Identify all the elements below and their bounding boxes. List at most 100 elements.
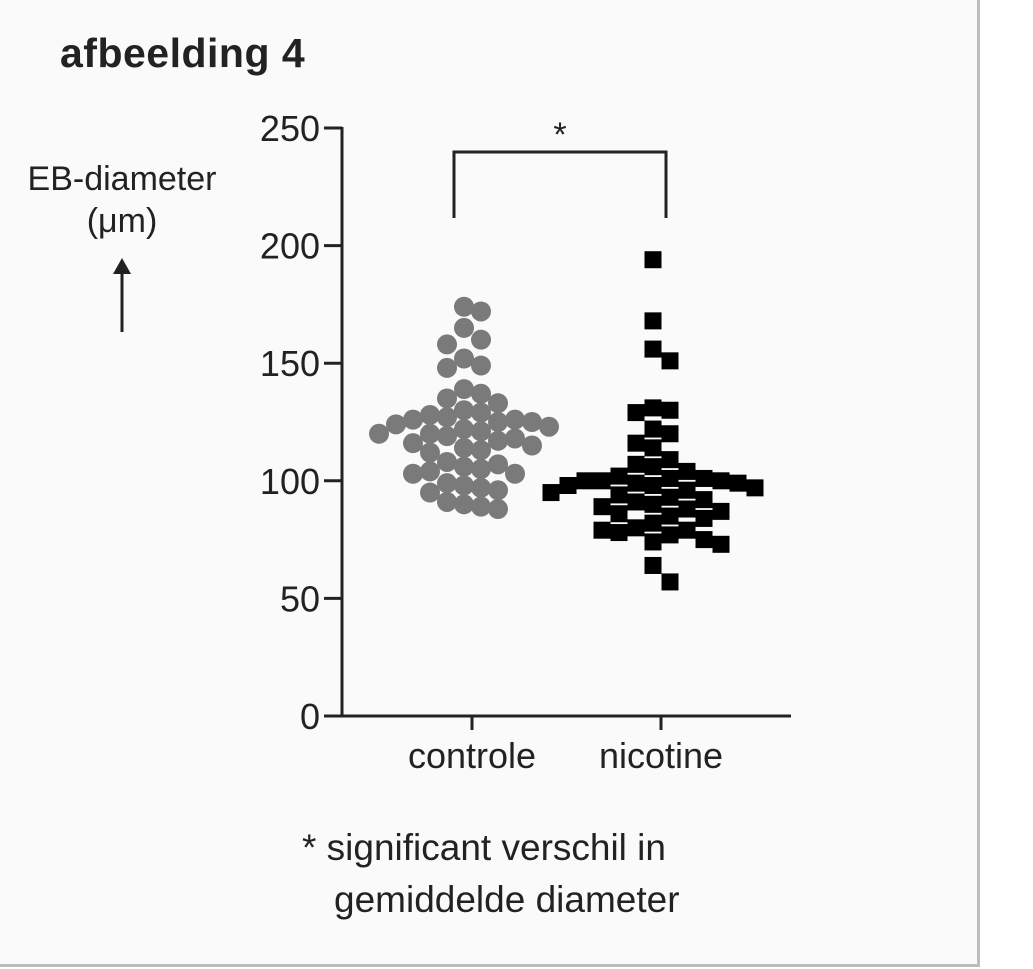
nicotine-point (746, 479, 764, 497)
controle-point (505, 428, 525, 449)
nicotine-point (644, 340, 662, 358)
nicotine-point (610, 486, 628, 504)
y-axis-label-line2: (μm) (86, 202, 158, 240)
controle-point (539, 416, 559, 437)
nicotine-point (644, 477, 662, 495)
nicotine-point (678, 521, 696, 539)
nicotine-point (678, 481, 696, 499)
significance-footnote: * significant verschil in gemiddelde dia… (302, 822, 680, 926)
controle-point (454, 379, 474, 400)
nicotine-point (644, 251, 662, 269)
controle-point (488, 480, 508, 501)
y-tick-label: 150 (260, 343, 320, 384)
controle-point (454, 475, 474, 496)
controle-point (437, 426, 457, 447)
y-tick-label: 100 (260, 461, 320, 502)
nicotine-point (644, 533, 662, 551)
controle-point (454, 400, 474, 421)
controle-point (471, 383, 491, 404)
nicotine-point (644, 439, 662, 457)
nicotine-point (729, 474, 747, 492)
nicotine-point (712, 535, 730, 553)
footnote-line-1: * significant verschil in (302, 827, 666, 868)
nicotine-point (695, 531, 713, 549)
nicotine-point (661, 507, 679, 525)
nicotine-point (627, 493, 645, 511)
controle-point (437, 473, 457, 494)
controle-point (488, 454, 508, 475)
controle-point (420, 442, 440, 463)
controle-point (471, 402, 491, 423)
figure-panel: afbeelding 4 EB-diameter (μm) 0 50 100 150 2… (0, 0, 980, 967)
controle-point (420, 482, 440, 503)
nicotine-point (678, 500, 696, 518)
controle-point (471, 355, 491, 376)
controle-point (403, 433, 423, 454)
nicotine-point (695, 491, 713, 509)
controle-point (471, 301, 491, 322)
nicotine-point (644, 556, 662, 574)
nicotine-point (661, 352, 679, 370)
y-tick-label: 0 (300, 696, 320, 737)
nicotine-point (661, 469, 679, 487)
controle-point (437, 334, 457, 355)
controle-point (437, 388, 457, 409)
controle-point (454, 419, 474, 440)
controle-point (471, 496, 491, 517)
x-tick-label-nicotine: nicotine (599, 735, 723, 776)
controle-point (522, 412, 542, 432)
controle-point (403, 409, 423, 430)
nicotine-point (593, 498, 611, 516)
nicotine-point (661, 451, 679, 469)
nicotine-point (644, 495, 662, 513)
controle-point (522, 435, 542, 456)
nicotine-point (712, 502, 730, 520)
nicotine-point (695, 509, 713, 527)
nicotine-point (644, 514, 662, 532)
controle-point (471, 421, 491, 442)
nicotine-point (712, 472, 730, 490)
controle-point (454, 317, 474, 338)
controle-point (386, 414, 406, 435)
controle-point (437, 451, 457, 472)
controle-point (488, 412, 508, 432)
nicotine-point (661, 526, 679, 544)
nicotine-point (627, 434, 645, 452)
footnote-line-2: gemiddelde diameter (334, 879, 680, 920)
nicotine-point (627, 474, 645, 492)
y-tick-label: 250 (260, 108, 320, 149)
nicotine-point (644, 399, 662, 417)
nicotine-point (542, 484, 560, 502)
nicotine-point (644, 458, 662, 476)
up-arrow-icon (113, 258, 131, 332)
nicotine-point (610, 467, 628, 485)
controle-point (369, 423, 389, 444)
scatter-chart: 0 50 100 150 200 250 controle nicotine * (260, 108, 791, 776)
controle-point (437, 407, 457, 428)
controle-point (471, 477, 491, 498)
controle-point (454, 296, 474, 317)
nicotine-point (559, 477, 577, 495)
controle-point (420, 423, 440, 444)
nicotine-point (576, 472, 594, 490)
controle-point (505, 463, 525, 484)
controle-point (454, 456, 474, 477)
significance-label: * (553, 116, 566, 154)
y-tick-label: 50 (280, 578, 320, 619)
nicotine-point (627, 455, 645, 473)
nicotine-point (695, 469, 713, 487)
controle-point (488, 393, 508, 414)
controle-point (420, 404, 440, 425)
controle-point (488, 499, 508, 520)
nicotine-point (661, 425, 679, 443)
nicotine-point (627, 519, 645, 537)
nicotine-point (678, 462, 696, 480)
controle-point (471, 440, 491, 461)
nicotine-point (644, 312, 662, 330)
nicotine-point (661, 401, 679, 419)
controle-point (420, 461, 440, 482)
nicotine-point (661, 573, 679, 591)
y-axis-label: EB-diameter (μm) (2, 158, 242, 242)
controle-point (471, 329, 491, 350)
controle-point (437, 357, 457, 378)
